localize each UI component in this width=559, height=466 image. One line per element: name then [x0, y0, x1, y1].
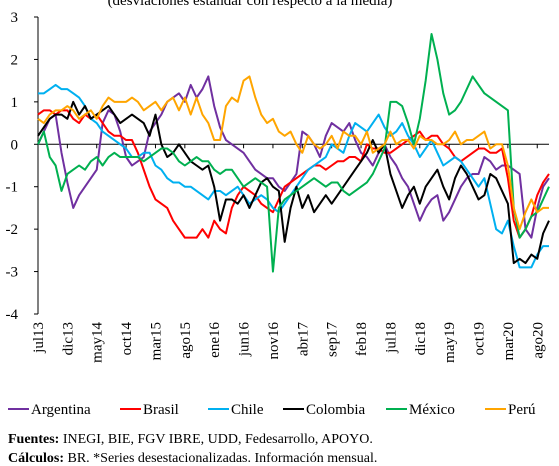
- legend-label: México: [409, 402, 455, 418]
- series-line: [37, 100, 550, 265]
- x-tick-label: may14: [90, 322, 106, 363]
- series-line: [37, 32, 550, 273]
- series-line: [37, 75, 549, 231]
- calc-text: BR. *Series desestacionalizadas. Informa…: [68, 451, 378, 466]
- calc-note: Cálculos: BR. *Series desestacionalizada…: [8, 451, 377, 466]
- x-tick-label: abr17: [295, 322, 311, 357]
- y-tick-label: 0: [11, 137, 19, 153]
- sources-text: INEGI, BIE, FGV IBRE, UDD, Fedesarrollo,…: [63, 432, 373, 447]
- series-line: [37, 109, 550, 239]
- series-line: [37, 75, 550, 239]
- legend-label: Perú: [508, 402, 536, 418]
- x-tick-label: feb18: [354, 322, 370, 356]
- x-tick-label: oct19: [472, 322, 488, 355]
- x-tick-label: mar20: [501, 322, 517, 360]
- x-tick-label: ago15: [178, 322, 194, 359]
- sources-note: Fuentes: INEGI, BIE, FGV IBRE, UDD, Fede…: [8, 432, 373, 447]
- x-tick-label: jul18: [383, 322, 399, 354]
- legend-label: Argentina: [31, 402, 91, 418]
- x-tick-label: may19: [442, 322, 458, 363]
- x-tick-label: ago20: [530, 322, 546, 359]
- y-tick-label: -4: [6, 307, 19, 323]
- y-tick-label: 2: [11, 52, 19, 68]
- x-tick-label: oct14: [119, 322, 135, 356]
- y-tick-label: -2: [6, 222, 19, 238]
- x-tick-label: sep17: [325, 322, 341, 357]
- y-tick-label: -1: [6, 180, 19, 196]
- series-line: [38, 83, 549, 269]
- legend-label: Colombia: [306, 402, 366, 418]
- y-tick-label: 3: [11, 10, 19, 26]
- x-tick-label: dic18: [413, 322, 429, 355]
- legend-label: Brasil: [143, 402, 179, 418]
- chart-subtitle: (desviaciones estándar con respecto a la…: [108, 0, 393, 9]
- sources-label: Fuentes:: [8, 432, 59, 447]
- y-tick-label: -3: [6, 265, 19, 281]
- x-tick-label: ene16: [207, 322, 223, 358]
- x-tick-label: nov16: [266, 322, 282, 360]
- legend-label: Chile: [231, 402, 264, 418]
- x-tick-label: dic13: [60, 322, 76, 355]
- x-tick-label: jul13: [31, 322, 47, 354]
- calc-label: Cálculos:: [8, 451, 64, 466]
- x-tick-label: jun16: [237, 322, 253, 358]
- y-tick-label: 1: [11, 95, 19, 111]
- x-tick-label: mar15: [148, 322, 164, 360]
